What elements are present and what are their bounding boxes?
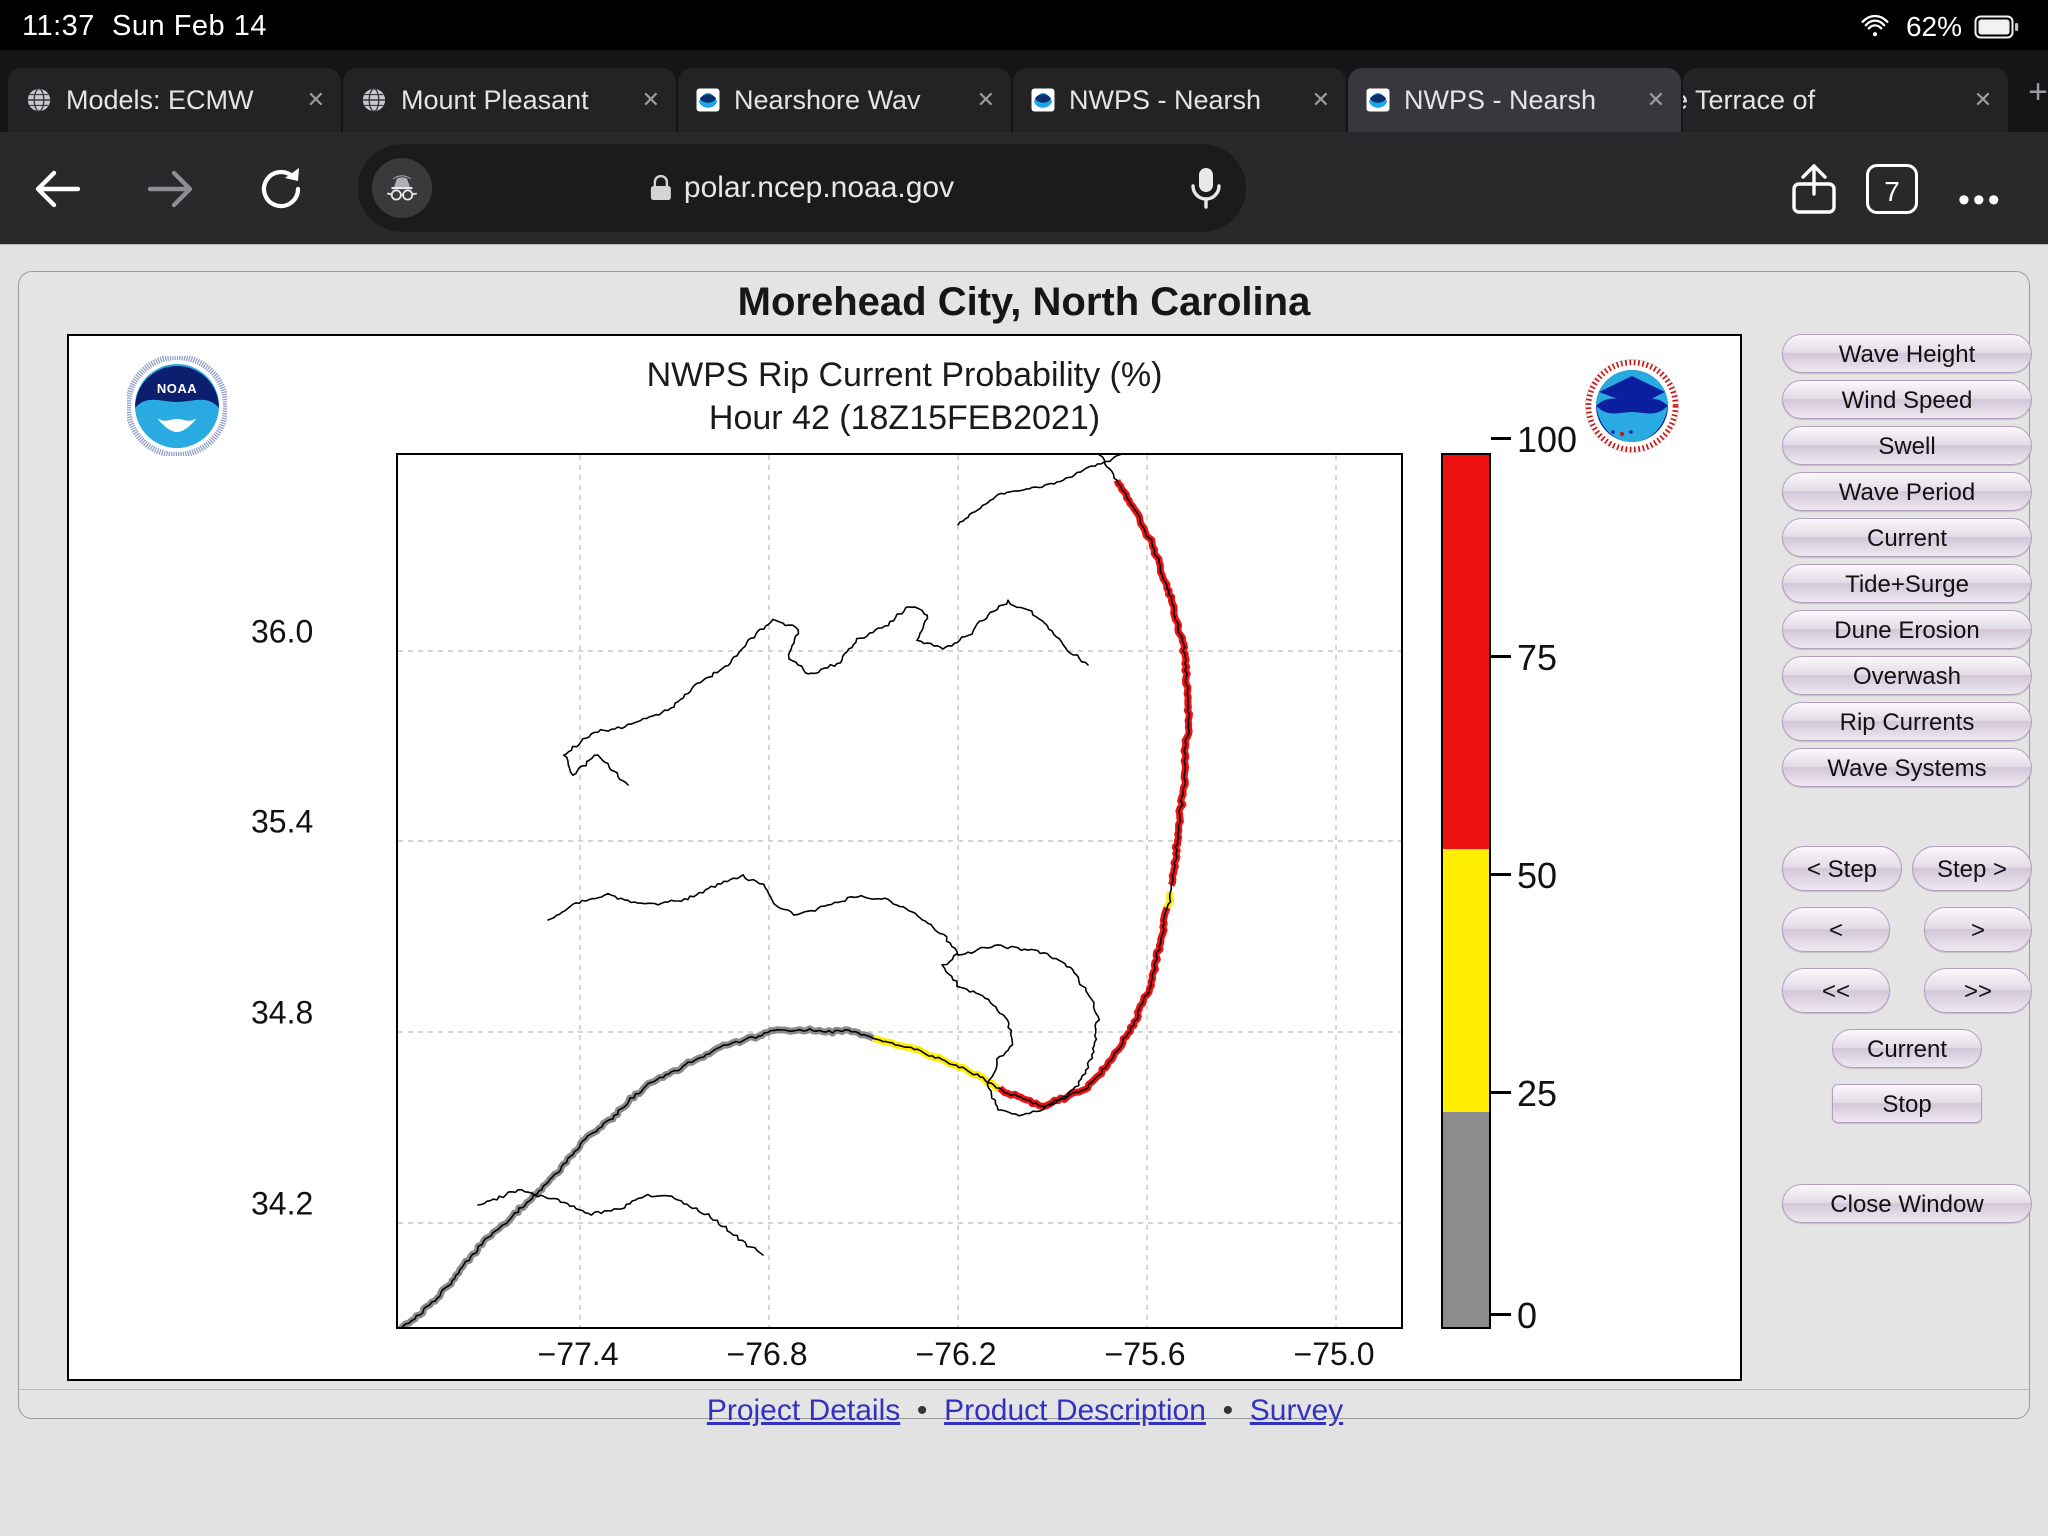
svg-text:NOAA: NOAA: [157, 381, 197, 396]
